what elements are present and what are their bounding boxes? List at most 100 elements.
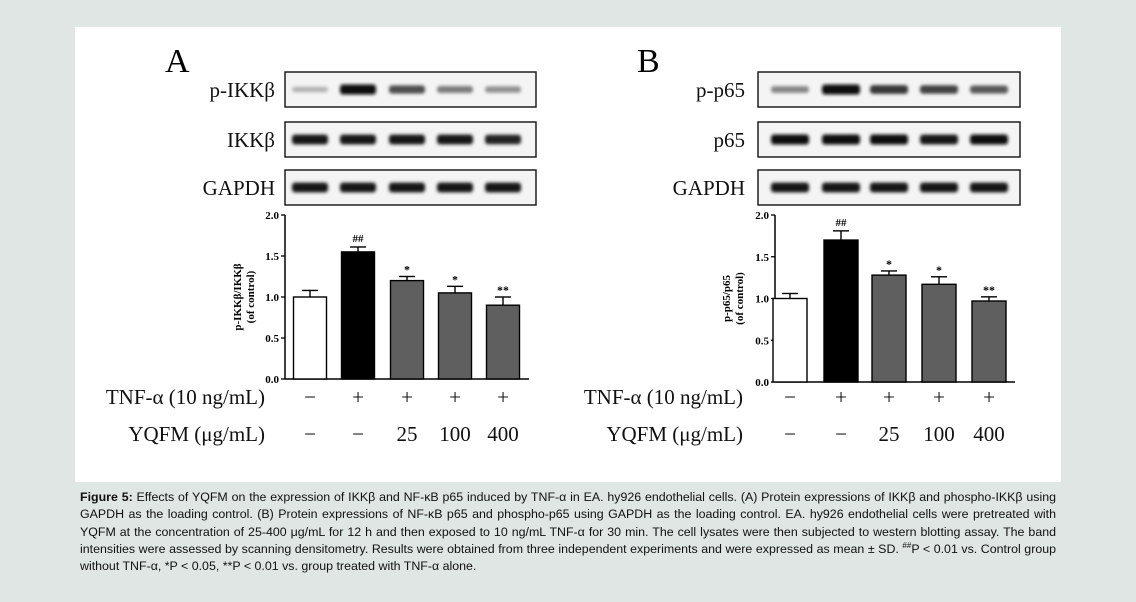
condition-value: −: [304, 385, 316, 409]
bar: [871, 274, 907, 383]
condition-value: 25: [397, 422, 418, 446]
bar: [772, 297, 808, 383]
bar: [823, 239, 859, 383]
y-tick-label: 1.5: [265, 251, 279, 263]
condition-value: +: [933, 385, 945, 409]
bar: [921, 283, 957, 383]
y-tick-label: 0.5: [265, 333, 279, 345]
condition-value: 400: [973, 422, 1005, 446]
blot-band: [389, 85, 425, 94]
condition-value: +: [449, 385, 461, 409]
blot-band: [292, 182, 328, 193]
blot-band: [340, 134, 376, 145]
significance-label: **: [983, 283, 995, 297]
blot-label: p-p65: [696, 78, 745, 102]
condition-value: +: [883, 385, 895, 409]
caption-text-2: P < 0.01 vs. Control group without TNF-α…: [80, 541, 1056, 574]
significance-label: **: [497, 283, 509, 297]
blot-band: [771, 86, 809, 93]
y-axis-subtitle: (of control): [734, 272, 746, 325]
condition-value: 400: [487, 422, 519, 446]
y-tick-label: 0.0: [755, 377, 769, 389]
blot-band: [822, 182, 860, 193]
caption-sup-marks: ##: [902, 540, 912, 550]
significance-label: *: [452, 272, 458, 286]
blot-band: [970, 85, 1008, 94]
panel-b: Bp-p65 p65 GAPDH 0.0 0.5 1.0 1.5 2.0 p-p65/p65 (o…: [584, 43, 1021, 446]
blot-band: [485, 134, 521, 145]
y-axis-title: p-p65/p65: [721, 274, 733, 322]
condition-label: TNF-α (10 ng/mL): [106, 385, 265, 409]
blot-band: [485, 182, 521, 193]
panel-letter: A: [165, 43, 190, 80]
significance-label: *: [886, 257, 892, 271]
blot-band: [870, 134, 908, 145]
blot-band: [292, 134, 328, 145]
condition-value: 100: [439, 422, 471, 446]
significance-label: *: [936, 263, 942, 277]
blot-band: [340, 84, 376, 95]
bar: [437, 292, 473, 380]
condition-value: −: [784, 385, 796, 409]
blot-band: [970, 134, 1008, 145]
panel-letter: B: [637, 43, 660, 80]
y-tick-label: 2.0: [755, 210, 769, 222]
blot-band: [920, 85, 958, 94]
blot-band: [389, 182, 425, 193]
y-tick-label: 1.5: [755, 252, 769, 264]
condition-label: YQFM (μg/mL): [606, 422, 743, 446]
blot-band: [870, 182, 908, 193]
blot-band: [822, 84, 860, 95]
y-axis-subtitle: (of control): [245, 270, 257, 323]
condition-value: +: [835, 385, 847, 409]
blot-band: [389, 134, 425, 145]
blot-label: IKKβ: [227, 128, 275, 152]
condition-value: +: [352, 385, 364, 409]
condition-label: TNF-α (10 ng/mL): [584, 385, 743, 409]
blot-band: [485, 86, 521, 93]
blot-label: GAPDH: [203, 176, 275, 200]
blot-band: [970, 182, 1008, 193]
significance-label: *: [404, 263, 410, 277]
significance-label: ##: [836, 217, 848, 229]
condition-value: −: [352, 422, 364, 446]
y-tick-label: 0.5: [755, 335, 769, 347]
y-tick-label: 1.0: [755, 294, 769, 306]
condition-value: +: [983, 385, 995, 409]
figure-caption: Figure 5: Effects of YQFM on the express…: [80, 489, 1056, 575]
blot-band: [920, 182, 958, 193]
y-tick-label: 2.0: [265, 210, 279, 222]
caption-text-1: Effects of YQFM on the expression of IKK…: [80, 490, 1056, 556]
blot-label: p65: [714, 128, 746, 152]
condition-value: +: [497, 385, 509, 409]
y-tick-label: 0.0: [265, 374, 279, 386]
condition-value: −: [835, 422, 847, 446]
blot-label: p-IKKβ: [209, 78, 275, 102]
blot-band: [822, 134, 860, 145]
blot-band: [870, 85, 908, 94]
blot-band: [292, 86, 328, 93]
blot-band: [771, 182, 809, 193]
bar: [292, 296, 328, 380]
significance-label: ##: [353, 233, 365, 245]
bar: [340, 251, 376, 380]
blot-band: [920, 134, 958, 145]
blot-band: [340, 182, 376, 193]
figure-caption-box: Figure 5: Effects of YQFM on the express…: [75, 483, 1061, 590]
condition-value: −: [304, 422, 316, 446]
blot-label: GAPDH: [673, 176, 745, 200]
blot-band: [771, 134, 809, 145]
y-tick-label: 1.0: [265, 292, 279, 304]
condition-value: −: [784, 422, 796, 446]
blot-band: [437, 134, 473, 145]
bar: [971, 300, 1007, 383]
bar: [389, 279, 425, 380]
figure-graphic: Ap-IKKβ IKKβ GAPDH 0.0 0.5 1.0 1.5 2.0 p-IKKβ/IK…: [106, 43, 1021, 446]
bar: [485, 304, 521, 380]
figure-label: Figure 5:: [80, 490, 133, 504]
condition-label: YQFM (μg/mL): [128, 422, 265, 446]
y-axis-title: p-IKKβ/IKKβ: [232, 263, 244, 330]
condition-value: 25: [879, 422, 900, 446]
blot-band: [437, 86, 473, 93]
condition-value: +: [401, 385, 413, 409]
